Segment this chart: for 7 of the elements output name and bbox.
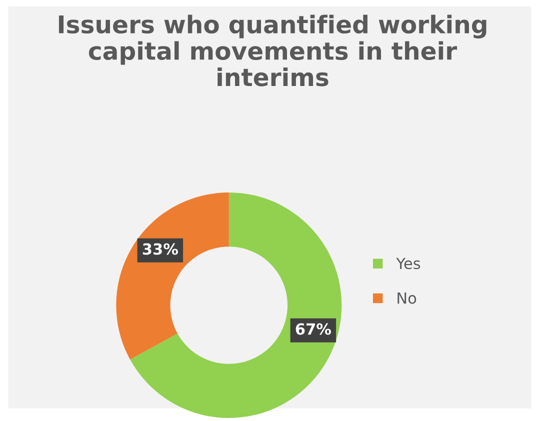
chart-title: Issuers who quantified working capital movements in their interims <box>58 14 486 86</box>
legend-label: Yes <box>396 258 420 270</box>
donut-slice <box>116 192 229 360</box>
legend-label: No <box>398 292 416 304</box>
donut-slice <box>130 192 342 418</box>
data-label: 33% <box>142 243 178 255</box>
data-label: 67% <box>296 323 331 335</box>
